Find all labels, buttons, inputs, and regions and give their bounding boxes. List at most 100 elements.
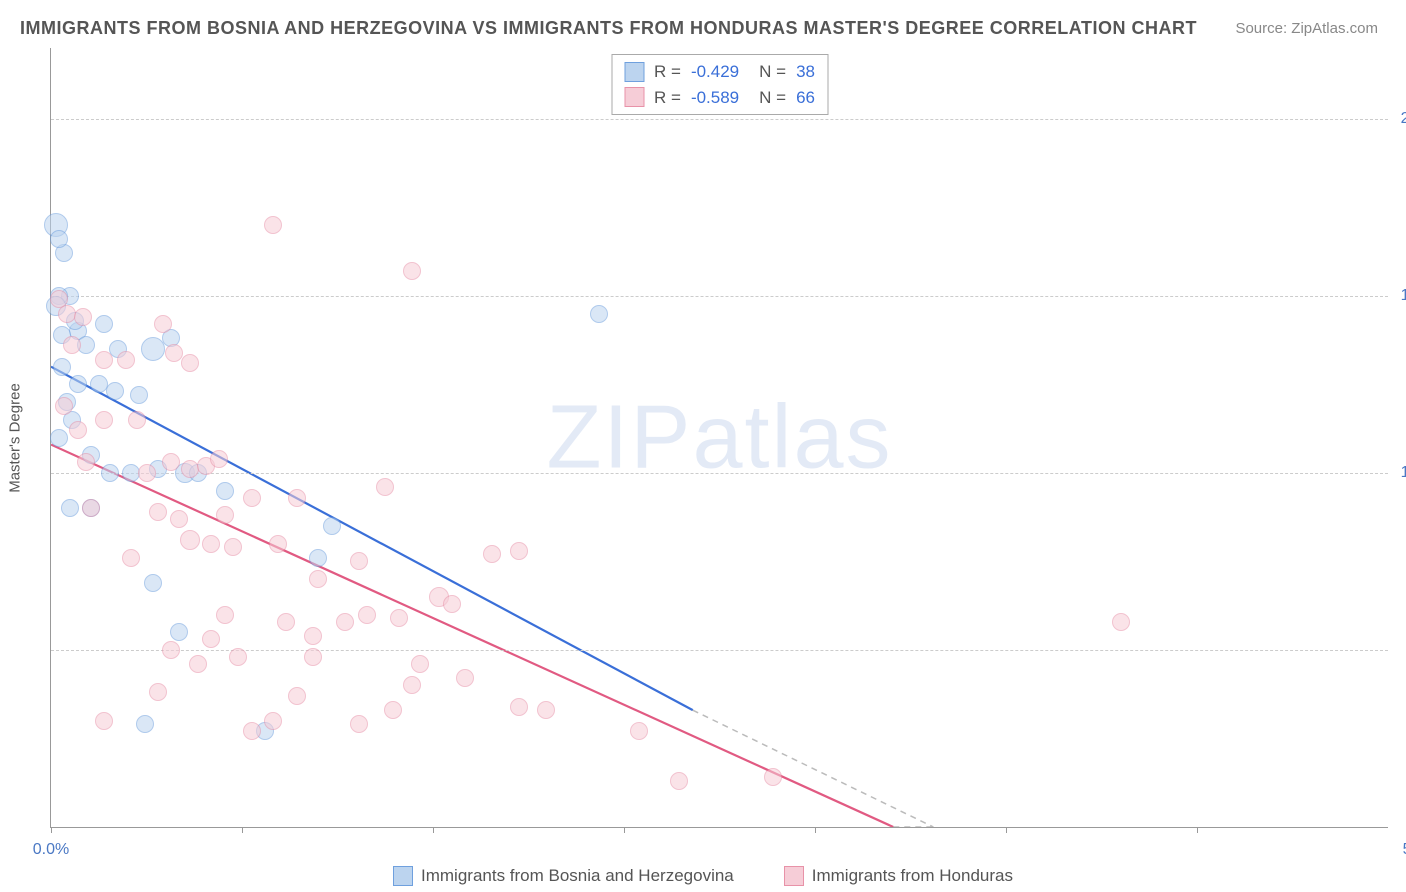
scatter-point bbox=[764, 768, 782, 786]
scatter-point bbox=[243, 722, 261, 740]
scatter-point bbox=[117, 351, 135, 369]
x-tick-last: 50.0% bbox=[1403, 841, 1406, 859]
scatter-point bbox=[136, 715, 154, 733]
scatter-point bbox=[82, 499, 100, 517]
chart-source: Source: ZipAtlas.com bbox=[1235, 20, 1378, 37]
scatter-point bbox=[403, 676, 421, 694]
gridline bbox=[51, 296, 1388, 297]
scatter-point bbox=[50, 429, 68, 447]
stats-legend: R = -0.429 N = 38 R = -0.589 N = 66 bbox=[611, 54, 828, 115]
y-tick-label: 15.0% bbox=[1401, 287, 1406, 305]
scatter-point bbox=[456, 669, 474, 687]
scatter-point bbox=[162, 641, 180, 659]
legend-label-1: Immigrants from Bosnia and Herzegovina bbox=[421, 866, 734, 886]
scatter-point bbox=[202, 535, 220, 553]
scatter-point bbox=[264, 216, 282, 234]
scatter-point bbox=[170, 623, 188, 641]
x-tick bbox=[51, 827, 52, 833]
scatter-point bbox=[350, 552, 368, 570]
scatter-point bbox=[130, 386, 148, 404]
scatter-point bbox=[69, 421, 87, 439]
scatter-point bbox=[165, 344, 183, 362]
scatter-point bbox=[483, 545, 501, 563]
x-tick bbox=[242, 827, 243, 833]
scatter-point bbox=[154, 315, 172, 333]
scatter-point bbox=[590, 305, 608, 323]
scatter-point bbox=[53, 358, 71, 376]
scatter-point bbox=[288, 489, 306, 507]
scatter-point bbox=[77, 453, 95, 471]
x-tick bbox=[1006, 827, 1007, 833]
scatter-point bbox=[411, 655, 429, 673]
series-swatch-2 bbox=[624, 87, 644, 107]
x-tick bbox=[815, 827, 816, 833]
scatter-chart: ZIPatlas Master's Degree R = -0.429 N = … bbox=[50, 48, 1388, 828]
scatter-point bbox=[106, 382, 124, 400]
scatter-point bbox=[95, 315, 113, 333]
scatter-point bbox=[50, 230, 68, 248]
scatter-point bbox=[162, 453, 180, 471]
stats-row-2: R = -0.589 N = 66 bbox=[624, 85, 815, 111]
scatter-point bbox=[74, 308, 92, 326]
y-axis-title: Master's Degree bbox=[7, 383, 24, 493]
scatter-point bbox=[224, 538, 242, 556]
legend-label-2: Immigrants from Honduras bbox=[812, 866, 1013, 886]
scatter-point bbox=[304, 627, 322, 645]
scatter-point bbox=[55, 397, 73, 415]
y-tick-label: 10.0% bbox=[1401, 464, 1406, 482]
x-tick-first: 0.0% bbox=[33, 841, 69, 859]
n-value-2: 66 bbox=[796, 85, 815, 111]
scatter-point bbox=[304, 648, 322, 666]
scatter-point bbox=[537, 701, 555, 719]
scatter-point bbox=[390, 609, 408, 627]
gridline bbox=[51, 473, 1388, 474]
scatter-point bbox=[630, 722, 648, 740]
scatter-point bbox=[58, 305, 76, 323]
scatter-point bbox=[309, 549, 327, 567]
scatter-point bbox=[61, 499, 79, 517]
scatter-point bbox=[128, 411, 146, 429]
legend-swatch-2 bbox=[784, 866, 804, 886]
scatter-point bbox=[122, 549, 140, 567]
scatter-point bbox=[443, 595, 461, 613]
scatter-point bbox=[95, 712, 113, 730]
scatter-point bbox=[101, 464, 119, 482]
series-swatch-1 bbox=[624, 62, 644, 82]
legend-item-1: Immigrants from Bosnia and Herzegovina bbox=[393, 866, 734, 886]
scatter-point bbox=[138, 464, 156, 482]
scatter-point bbox=[670, 772, 688, 790]
scatter-point bbox=[170, 510, 188, 528]
legend-item-2: Immigrants from Honduras bbox=[784, 866, 1013, 886]
legend-swatch-1 bbox=[393, 866, 413, 886]
scatter-point bbox=[141, 337, 165, 361]
scatter-point bbox=[1112, 613, 1130, 631]
scatter-point bbox=[202, 630, 220, 648]
scatter-point bbox=[216, 606, 234, 624]
scatter-point bbox=[350, 715, 368, 733]
scatter-point bbox=[181, 354, 199, 372]
scatter-point bbox=[149, 503, 167, 521]
scatter-point bbox=[277, 613, 295, 631]
scatter-point bbox=[180, 530, 200, 550]
scatter-point bbox=[269, 535, 287, 553]
scatter-point bbox=[323, 517, 341, 535]
scatter-point bbox=[384, 701, 402, 719]
bottom-legend: Immigrants from Bosnia and Herzegovina I… bbox=[0, 866, 1406, 886]
scatter-point bbox=[149, 683, 167, 701]
scatter-point bbox=[95, 411, 113, 429]
scatter-point bbox=[210, 450, 228, 468]
x-tick bbox=[433, 827, 434, 833]
stats-row-1: R = -0.429 N = 38 bbox=[624, 59, 815, 85]
n-value-1: 38 bbox=[796, 59, 815, 85]
scatter-point bbox=[229, 648, 247, 666]
scatter-point bbox=[510, 542, 528, 560]
scatter-point bbox=[376, 478, 394, 496]
trend-lines bbox=[51, 48, 1388, 827]
scatter-point bbox=[336, 613, 354, 631]
x-tick bbox=[624, 827, 625, 833]
gridline bbox=[51, 119, 1388, 120]
scatter-point bbox=[216, 506, 234, 524]
scatter-point bbox=[69, 375, 87, 393]
gridline bbox=[51, 650, 1388, 651]
y-tick-label: 20.0% bbox=[1401, 110, 1406, 128]
